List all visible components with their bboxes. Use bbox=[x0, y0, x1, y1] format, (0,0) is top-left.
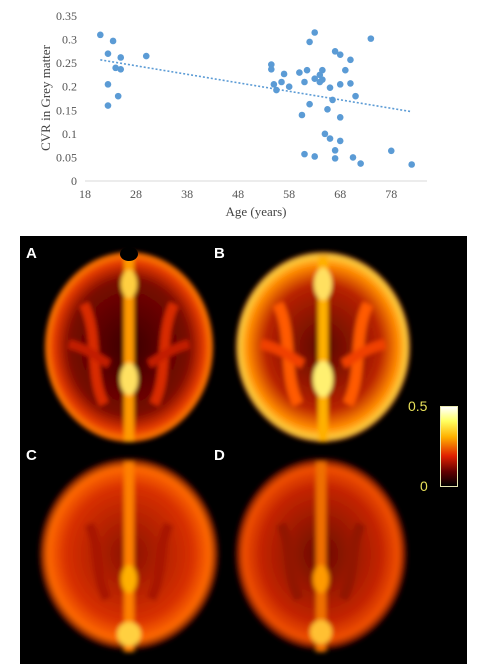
data-point bbox=[117, 65, 125, 73]
y-tick-label: 0.2 bbox=[62, 80, 77, 94]
data-point bbox=[336, 114, 344, 121]
y-tick-label: 0.05 bbox=[56, 150, 77, 164]
x-tick-label: 38 bbox=[181, 187, 193, 201]
data-point bbox=[296, 69, 303, 76]
data-point bbox=[367, 35, 375, 42]
brain-cvr-maps-figure: A B C D 0.5 0 bbox=[20, 236, 467, 664]
x-tick-label: 58 bbox=[283, 187, 295, 201]
data-point bbox=[273, 86, 280, 94]
data-point bbox=[321, 130, 329, 138]
data-point bbox=[104, 50, 112, 58]
cvr-age-scatter-chart: 0 0.05 0.1 0.15 0.2 0.25 0.3 0.35 18 28 38 48 58 68 7… bbox=[0, 0, 480, 232]
x-tick-label: 78 bbox=[385, 187, 397, 201]
x-tick-labels: 18 28 38 48 58 68 78 bbox=[79, 187, 397, 201]
panel-label-a: A bbox=[26, 245, 37, 262]
data-points bbox=[97, 29, 415, 168]
brain-map-c bbox=[29, 454, 229, 659]
data-point bbox=[114, 92, 122, 100]
data-point bbox=[311, 29, 319, 36]
x-tick-label: 68 bbox=[334, 187, 346, 201]
data-point bbox=[331, 48, 339, 55]
data-point bbox=[142, 52, 150, 60]
data-point bbox=[347, 80, 354, 87]
data-point bbox=[408, 161, 415, 168]
data-point bbox=[319, 76, 326, 83]
data-point bbox=[349, 154, 357, 161]
data-point bbox=[347, 56, 354, 64]
brain-map-a bbox=[29, 244, 229, 449]
y-tick-labels: 0 0.05 0.1 0.15 0.2 0.25 0.3 0.35 bbox=[56, 9, 77, 188]
data-point bbox=[285, 83, 293, 91]
data-point bbox=[97, 31, 104, 39]
data-point bbox=[112, 64, 119, 72]
data-point bbox=[357, 160, 364, 167]
data-point bbox=[306, 38, 313, 46]
x-tick-label: 18 bbox=[79, 187, 91, 201]
y-axis-title: CVR in Grey matter bbox=[38, 44, 53, 150]
data-point bbox=[104, 102, 112, 109]
x-tick-label: 28 bbox=[130, 187, 142, 201]
colorbar-max-label: 0.5 bbox=[408, 398, 428, 414]
data-point bbox=[324, 106, 331, 113]
data-point bbox=[331, 155, 339, 162]
data-point bbox=[301, 150, 308, 158]
data-point bbox=[329, 96, 336, 104]
colorbar bbox=[440, 406, 458, 487]
data-point bbox=[319, 66, 326, 74]
data-point bbox=[270, 81, 278, 88]
data-point bbox=[336, 81, 344, 88]
data-point bbox=[117, 54, 125, 61]
data-point bbox=[326, 135, 334, 142]
y-tick-label: 0.35 bbox=[56, 9, 77, 23]
data-point bbox=[352, 92, 359, 100]
data-point bbox=[306, 100, 313, 108]
data-point bbox=[104, 81, 112, 88]
y-tick-label: 0.15 bbox=[56, 103, 77, 117]
brain-map-d bbox=[223, 454, 423, 659]
x-axis-title: Age (years) bbox=[226, 204, 287, 219]
data-point bbox=[268, 65, 275, 73]
data-point bbox=[342, 66, 349, 74]
data-point bbox=[280, 70, 288, 78]
data-point bbox=[311, 153, 319, 160]
y-tick-label: 0.1 bbox=[62, 127, 77, 141]
data-point bbox=[298, 111, 306, 119]
data-point bbox=[109, 37, 117, 45]
panel-label-c: C bbox=[26, 447, 37, 464]
data-point bbox=[303, 66, 311, 74]
x-tick-label: 48 bbox=[232, 187, 244, 201]
colorbar-min-label: 0 bbox=[420, 478, 428, 494]
data-point bbox=[331, 147, 339, 154]
data-point bbox=[336, 51, 344, 58]
data-point bbox=[278, 78, 285, 86]
data-point bbox=[301, 78, 308, 86]
data-point bbox=[326, 84, 334, 91]
y-tick-label: 0.3 bbox=[62, 33, 77, 47]
panel-label-b: B bbox=[214, 245, 225, 262]
data-point bbox=[311, 75, 319, 82]
y-tick-label: 0 bbox=[71, 174, 77, 188]
y-tick-label: 0.25 bbox=[56, 56, 77, 70]
panel-label-d: D bbox=[214, 447, 225, 464]
trendline bbox=[100, 59, 412, 113]
brain-map-b bbox=[223, 244, 423, 449]
data-point bbox=[336, 137, 344, 145]
data-point bbox=[387, 147, 395, 155]
data-point bbox=[268, 61, 275, 68]
